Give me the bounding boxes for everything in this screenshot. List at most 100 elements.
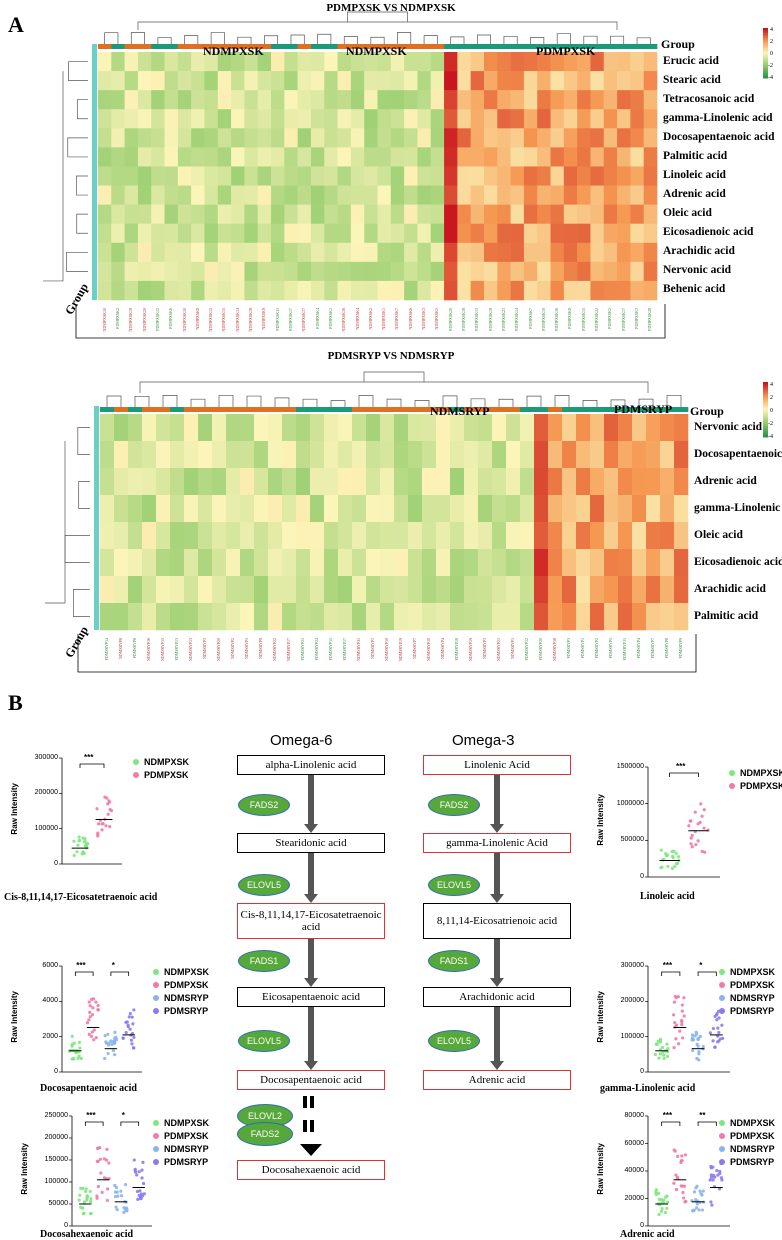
heatmap-cell bbox=[350, 242, 365, 263]
heatmap-cell bbox=[240, 549, 255, 577]
group-bar-cell bbox=[464, 407, 479, 412]
heatmap-cell bbox=[191, 147, 205, 167]
heatmap-cell bbox=[296, 495, 311, 523]
heatmap-cell bbox=[380, 603, 395, 631]
data-point bbox=[708, 1178, 712, 1182]
legend-label: PDMPXSK bbox=[740, 781, 782, 791]
heatmap-cell bbox=[506, 603, 521, 631]
column-label-frame bbox=[77, 634, 697, 673]
y-tick-label: 0 bbox=[640, 1068, 644, 1075]
heatmap-cell bbox=[444, 166, 458, 186]
heatmap-cell bbox=[377, 242, 392, 263]
heatmap-cell bbox=[100, 414, 115, 442]
heatmap-cell bbox=[297, 71, 312, 91]
legend-step bbox=[763, 418, 768, 421]
heatmap-cell bbox=[534, 522, 549, 550]
heatmap-cell bbox=[231, 71, 245, 91]
heatmap-cell bbox=[478, 468, 493, 496]
heatmap-cell bbox=[390, 261, 405, 282]
heatmap-cell bbox=[590, 280, 605, 301]
data-point bbox=[679, 1184, 683, 1188]
heatmap-cell bbox=[674, 495, 689, 523]
heatmap-cell bbox=[271, 261, 285, 282]
data-point bbox=[674, 1187, 679, 1192]
heatmap-cell bbox=[257, 52, 272, 72]
data-point bbox=[123, 1182, 128, 1187]
heatmap-cell bbox=[310, 549, 325, 577]
heatmap-cell bbox=[646, 576, 661, 604]
data-point bbox=[672, 1181, 676, 1185]
data-point bbox=[692, 1038, 696, 1042]
legend-marker bbox=[153, 1008, 159, 1014]
heatmap-cell bbox=[257, 261, 272, 282]
y-tick-label: 300000 bbox=[620, 962, 644, 969]
data-point bbox=[89, 1212, 93, 1216]
data-point bbox=[660, 1207, 664, 1211]
heatmap-cell bbox=[231, 242, 245, 263]
group-bar-cell bbox=[548, 407, 563, 412]
group-bar-cell bbox=[151, 44, 165, 49]
heatmap-cell bbox=[257, 280, 272, 301]
legend-label: NDMPXSK bbox=[730, 967, 776, 977]
heatmap-cell bbox=[170, 441, 185, 469]
dendrogram-branch bbox=[636, 37, 651, 44]
heatmap-cell bbox=[297, 280, 312, 301]
data-point bbox=[660, 1045, 665, 1050]
heatmap-cell bbox=[324, 147, 338, 167]
arrow-bar bbox=[303, 1096, 307, 1108]
data-point bbox=[99, 1171, 103, 1175]
data-point bbox=[82, 1200, 86, 1204]
heatmap-cell bbox=[603, 223, 618, 244]
heatmap-cell bbox=[643, 147, 658, 167]
heatmap-cell bbox=[350, 128, 365, 148]
heatmap-cell bbox=[537, 223, 551, 244]
heatmap-cell bbox=[506, 522, 521, 550]
heatmap-cell bbox=[271, 166, 285, 186]
heatmap-cell bbox=[590, 128, 605, 148]
heatmap-1-group-name-3: PDMPXSK bbox=[536, 44, 596, 58]
heatmap-cell bbox=[550, 223, 565, 244]
heatmap-cell bbox=[534, 576, 549, 604]
heatmap-cell bbox=[464, 603, 479, 631]
heatmap-cell bbox=[646, 603, 661, 631]
heatmap-1-group-header: Group bbox=[661, 37, 695, 51]
heatmap-cell bbox=[646, 495, 661, 523]
heatmap-cell bbox=[124, 109, 139, 129]
heatmap-cell bbox=[430, 185, 445, 205]
data-point bbox=[102, 1176, 107, 1180]
group-bar-cell bbox=[142, 407, 157, 412]
heatmap-cell bbox=[310, 71, 325, 91]
heatmap-cell bbox=[297, 166, 312, 186]
heatmap-cell bbox=[563, 90, 578, 110]
heatmap-cell bbox=[366, 468, 381, 496]
arrow-bar bbox=[310, 1096, 314, 1108]
heatmap-cell bbox=[114, 414, 129, 442]
data-point bbox=[90, 1013, 95, 1017]
heatmap-cell bbox=[510, 109, 525, 129]
heatmap-cell bbox=[590, 576, 605, 604]
heatmap-cell bbox=[563, 71, 578, 91]
dendrogram-branch bbox=[556, 33, 571, 44]
heatmap-cell bbox=[497, 223, 511, 244]
heatmap-cell bbox=[198, 522, 213, 550]
dendrogram-branch bbox=[370, 36, 385, 44]
heatmap-cell bbox=[478, 549, 493, 577]
data-point bbox=[133, 1170, 138, 1174]
legend-step bbox=[763, 383, 768, 387]
heatmap-cell bbox=[470, 90, 485, 110]
heatmap-1-group-name-1: NDMPXSK bbox=[203, 44, 264, 58]
heatmap-cell bbox=[422, 576, 437, 604]
data-point bbox=[107, 799, 111, 803]
heatmap-cell bbox=[177, 147, 192, 167]
omega6-header: Omega-6 bbox=[270, 732, 333, 749]
sig-bracket bbox=[84, 1121, 104, 1126]
dotplot bbox=[645, 1115, 730, 1227]
heatmap-cell bbox=[457, 242, 471, 263]
data-point bbox=[100, 822, 104, 826]
group-bar-cell bbox=[282, 407, 297, 412]
enzyme-elovl5: ELOVL5 bbox=[428, 1030, 480, 1052]
heatmap-cell bbox=[156, 468, 171, 496]
heatmap-cell bbox=[240, 522, 255, 550]
heatmap-cell bbox=[310, 185, 325, 205]
data-point bbox=[84, 1187, 88, 1191]
